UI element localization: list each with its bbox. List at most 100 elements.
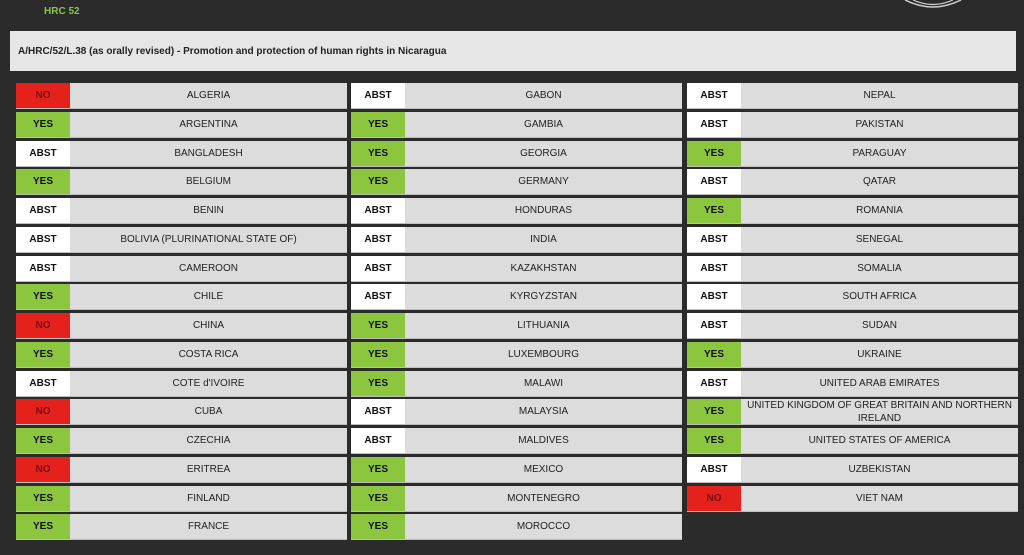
vote-row: YES GEORGIA	[351, 140, 682, 167]
country-name: GAMBIA	[524, 118, 563, 130]
country-name: KYRGYZSTAN	[509, 291, 578, 303]
vote-badge: YES	[16, 485, 70, 511]
country-name: FINLAND	[187, 492, 230, 504]
country-name: GERMANY	[518, 176, 569, 188]
country-name: CHILE	[193, 291, 224, 303]
country-name: SENEGAL	[855, 233, 904, 245]
vote-column-3: ABST NEPAL ABST PAKISTAN YES PARAGUAY ABST QATA…	[687, 83, 1018, 514]
vote-badge: YES	[351, 140, 405, 166]
country-name: SOUTH AFRICA	[842, 291, 917, 303]
country-name: BOLIVIA (PLURINATIONAL STATE OF)	[120, 233, 297, 245]
vote-badge: ABST	[687, 370, 741, 396]
country-name: INDIA	[530, 233, 557, 245]
country-name: BENIN	[193, 205, 224, 216]
vote-badge: ABST	[351, 226, 405, 252]
vote-badge: NO	[16, 83, 70, 108]
vote-row: YES MALAWI	[351, 370, 682, 397]
vote-row: YES GERMANY	[351, 169, 682, 196]
vote-row: YES MONTENEGRO	[351, 485, 682, 512]
vote-row: YES MEXICO	[351, 456, 682, 483]
country-name: QATAR	[863, 176, 896, 188]
vote-badge: NO	[16, 456, 70, 482]
vote-row: ABST HONDURAS	[351, 198, 682, 224]
vote-row: YES ARGENTINA	[16, 111, 347, 138]
vote-row: YES PARAGUAY	[687, 140, 1018, 167]
country-name: BELGIUM	[185, 176, 231, 188]
vote-badge: YES	[351, 456, 405, 482]
un-logo-icon	[904, 0, 962, 8]
vote-badge: ABST	[687, 313, 741, 338]
vote-row: NO ALGERIA	[16, 83, 347, 109]
country-name: NEPAL	[863, 90, 896, 101]
vote-row: ABST SUDAN	[687, 313, 1018, 339]
vote-badge: ABST	[16, 226, 70, 252]
country-name: BANGLADESH	[174, 147, 243, 159]
vote-row: YES UNITED STATES OF AMERICA	[687, 428, 1018, 454]
vote-badge: ABST	[687, 111, 741, 137]
country-name: UNITED STATES OF AMERICA	[808, 435, 951, 446]
country-name: ALGERIA	[186, 90, 231, 101]
country-name: SOMALIA	[857, 262, 902, 274]
vote-row: YES UKRAINE	[687, 341, 1018, 368]
vote-row: ABST QATAR	[687, 169, 1018, 196]
vote-badge: ABST	[687, 226, 741, 252]
vote-row: ABST BENIN	[16, 198, 347, 224]
vote-row: ABST SOUTH AFRICA	[687, 284, 1018, 311]
vote-badge: NO	[16, 399, 70, 425]
vote-row: ABST BANGLADESH	[16, 140, 347, 167]
country-name: CAMEROON	[179, 262, 238, 274]
vote-badge: ABST	[687, 456, 741, 482]
session-label: HRC 52	[44, 6, 80, 17]
vote-badge: ABST	[16, 370, 70, 396]
country-name: MOROCCO	[516, 521, 571, 533]
vote-column-1: NO ALGERIA YES ARGENTINA ABST BANGLADESH YES BE…	[16, 83, 347, 543]
vote-badge: YES	[16, 428, 70, 453]
vote-row: ABST UNITED ARAB EMIRATES	[687, 370, 1018, 397]
vote-row: NO ERITREA	[16, 456, 347, 483]
vote-row: YES FINLAND	[16, 485, 347, 512]
vote-badge: YES	[351, 341, 405, 367]
vote-badge: ABST	[687, 169, 741, 195]
country-name: ERITREA	[186, 463, 231, 475]
resolution-title: A/HRC/52/L.38 (as orally revised) - Prom…	[10, 31, 1016, 71]
country-name: MALAYSIA	[518, 406, 569, 418]
country-name: CZECHIA	[186, 435, 231, 446]
vote-badge: YES	[16, 169, 70, 195]
vote-badge: YES	[687, 428, 741, 453]
country-name: UNITED KINGDOM OF GREAT BRITAIN AND NORT…	[747, 399, 1012, 424]
vote-badge: ABST	[16, 255, 70, 281]
vote-row: YES MOROCCO	[351, 514, 682, 541]
country-name: KAZAKHSTAN	[510, 262, 577, 274]
country-name: GEORGIA	[520, 147, 567, 159]
vote-row: NO CHINA	[16, 313, 347, 339]
vote-row: ABST GABON	[351, 83, 682, 109]
vote-badge: ABST	[687, 255, 741, 281]
vote-badge: YES	[351, 169, 405, 195]
country-name: ARGENTINA	[179, 118, 238, 130]
vote-row: ABST NEPAL	[687, 83, 1018, 109]
country-name: GABON	[525, 90, 562, 101]
vote-badge: YES	[351, 485, 405, 511]
vote-badge: YES	[687, 198, 741, 223]
country-name: HONDURAS	[514, 205, 573, 216]
vote-row: ABST KAZAKHSTAN	[351, 255, 682, 282]
vote-row: YES GAMBIA	[351, 111, 682, 138]
vote-row: YES ROMANIA	[687, 198, 1018, 224]
vote-badge: YES	[687, 341, 741, 367]
vote-badge: ABST	[687, 83, 741, 108]
country-name: CUBA	[194, 406, 223, 418]
country-name: MALDIVES	[518, 435, 569, 446]
vote-badge: YES	[16, 341, 70, 367]
vote-badge: ABST	[16, 140, 70, 166]
vote-row: YES FRANCE	[16, 514, 347, 541]
vote-badge: YES	[16, 284, 70, 310]
vote-badge: YES	[687, 399, 741, 425]
country-name: PAKISTAN	[855, 118, 904, 130]
vote-badge: YES	[16, 514, 70, 540]
vote-column-2: ABST GABON YES GAMBIA YES GEORGIA YES GERMANY AB…	[351, 83, 682, 543]
country-name: ROMANIA	[856, 205, 903, 216]
vote-badge: ABST	[351, 399, 405, 425]
country-name: UKRAINE	[857, 348, 902, 360]
country-name: CHINA	[192, 320, 225, 331]
vote-row: ABST MALDIVES	[351, 428, 682, 454]
